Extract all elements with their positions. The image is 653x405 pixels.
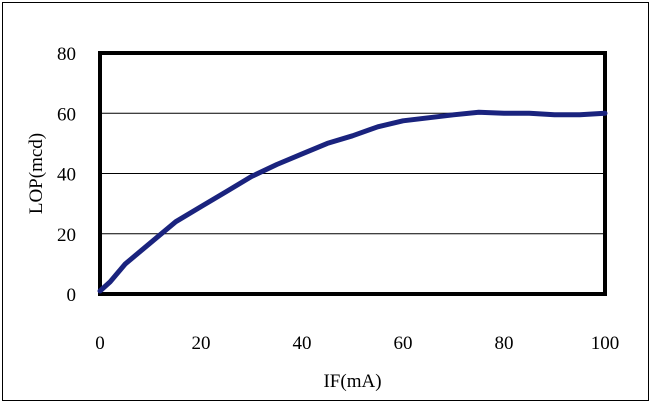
y-axis-label: LOP(mcd) [26, 133, 47, 214]
y-tick-label: 0 [67, 285, 77, 306]
x-axis-label: IF(mA) [323, 371, 381, 392]
y-tick-label: 60 [57, 104, 76, 125]
y-tick-label: 40 [57, 165, 76, 186]
x-tick-label: 40 [293, 333, 312, 354]
series-line-0 [100, 112, 605, 291]
y-tick-label: 80 [57, 44, 76, 65]
y-tick-label: 20 [57, 225, 76, 246]
x-tick-label: 0 [95, 333, 105, 354]
x-tick-label: 100 [591, 333, 620, 354]
x-tick-label: 60 [394, 333, 413, 354]
gridlines [100, 113, 605, 234]
series-group [100, 112, 605, 291]
x-tick-label: 20 [192, 333, 211, 354]
y-tick-labels: 0 20 40 60 80 [57, 44, 76, 306]
x-tick-labels: 0 20 40 60 80 100 [95, 333, 619, 354]
x-tick-label: 80 [495, 333, 514, 354]
